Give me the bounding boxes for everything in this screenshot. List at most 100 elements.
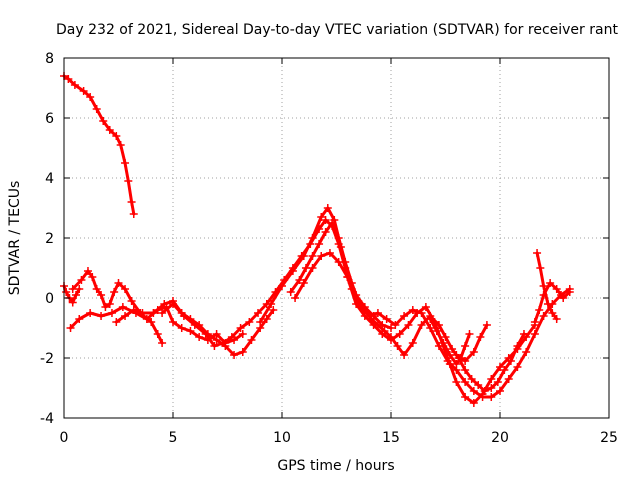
data-point [212, 336, 221, 344]
series-track-4 [66, 303, 247, 347]
data-point [238, 348, 247, 356]
data-point [461, 357, 470, 365]
data-point [452, 378, 461, 386]
data-point [83, 267, 92, 275]
data-point [391, 321, 400, 329]
data-point [129, 210, 138, 218]
data-point [487, 375, 496, 383]
axis-ticks: 0 5 10 15 20 25 -4 -2 0 2 4 6 8 [40, 51, 618, 446]
data-point [121, 159, 130, 167]
data-point [68, 285, 77, 293]
data-point [86, 309, 95, 317]
data-point [321, 216, 330, 224]
data-point [124, 177, 133, 185]
data-point [452, 360, 461, 368]
data-point [465, 330, 474, 338]
data-point [127, 198, 136, 206]
data-point [121, 285, 130, 293]
data-point [99, 117, 108, 125]
data-point [219, 339, 228, 347]
data-point [101, 303, 110, 311]
data-point [467, 375, 476, 383]
data-point [426, 315, 435, 323]
data-point [299, 252, 308, 260]
data-point [97, 312, 106, 320]
series-line [289, 221, 526, 393]
data-point [186, 327, 195, 335]
data-point [142, 315, 151, 323]
series-track-9 [291, 249, 395, 332]
data-point [387, 333, 395, 341]
data-point [269, 306, 278, 314]
data-point [493, 378, 502, 386]
data-point [254, 309, 263, 317]
data-point [343, 273, 352, 281]
data-point [238, 330, 247, 338]
series-track-12 [530, 279, 574, 326]
data-point [452, 351, 461, 359]
data-point [315, 240, 324, 248]
y-tick-label: -4 [40, 411, 54, 427]
data-point [387, 324, 395, 332]
data-point [286, 288, 295, 296]
data-point [461, 366, 470, 374]
data-point [559, 294, 568, 302]
data-point [421, 303, 430, 311]
data-point [334, 258, 343, 266]
data-point [64, 75, 73, 83]
chart-title: Day 232 of 2021, Sidereal Day-to-day VTE… [56, 22, 618, 38]
data-point [369, 312, 378, 320]
data-point [278, 282, 286, 290]
series-line [293, 251, 393, 330]
data-point [461, 378, 470, 386]
data-point [86, 93, 95, 101]
x-tick-label: 25 [600, 430, 618, 446]
data-point [308, 252, 317, 260]
data-point [129, 306, 138, 314]
data-point [432, 327, 441, 335]
data-point [461, 342, 470, 350]
data-point [210, 342, 219, 350]
data-point [70, 81, 79, 89]
data-point [476, 333, 485, 341]
data-point [552, 315, 561, 323]
data-point [114, 279, 123, 287]
data-point [393, 342, 402, 350]
data-point [426, 324, 435, 332]
series-track-11 [452, 321, 491, 365]
data-point [79, 87, 88, 95]
data-point [519, 330, 528, 338]
y-tick-label: 2 [45, 231, 54, 247]
data-point [256, 318, 265, 326]
data-point [500, 366, 509, 374]
data-point [513, 363, 522, 371]
series-track-3 [68, 267, 167, 347]
data-point [92, 285, 101, 293]
data-point [552, 285, 561, 293]
data-point [245, 318, 254, 326]
data-point [88, 273, 97, 281]
y-axis-label: SDTVAR / TECUs [7, 181, 23, 296]
data-point [291, 294, 300, 302]
data-point [546, 279, 555, 287]
data-point [328, 219, 337, 227]
data-point [299, 279, 308, 287]
data-point [565, 288, 574, 296]
data-point [105, 126, 114, 134]
x-tick-label: 0 [60, 430, 69, 446]
data-point [107, 309, 116, 317]
data-point [323, 204, 332, 212]
y-tick-label: -2 [40, 351, 54, 367]
data-point [92, 105, 101, 113]
data-point [147, 318, 156, 326]
data-point [247, 336, 256, 344]
data-point [417, 321, 426, 329]
data-point [308, 234, 317, 242]
data-point [380, 327, 389, 335]
data-point [400, 312, 409, 320]
series-track-5 [112, 297, 278, 359]
data-point [413, 309, 422, 317]
y-tick-label: 0 [45, 291, 54, 307]
data-point [543, 300, 552, 308]
data-point [105, 300, 114, 308]
